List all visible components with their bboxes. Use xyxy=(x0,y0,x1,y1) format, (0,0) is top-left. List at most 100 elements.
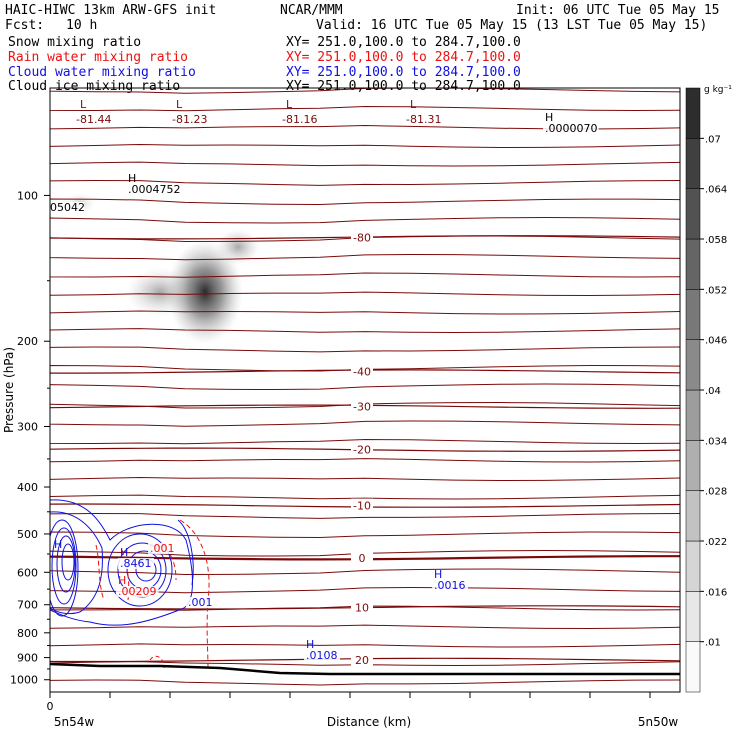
max-letter: H xyxy=(434,568,442,581)
colorbar-segment xyxy=(685,440,701,491)
max-value-bg xyxy=(116,586,159,597)
isotherm-line xyxy=(50,679,680,686)
colorbar-segment xyxy=(685,339,701,391)
max-letter: H xyxy=(306,638,314,651)
colorbar: .01 .016 .022 .028 .034 .04 .046 .052 .058 .064 .0… xyxy=(685,85,732,693)
isotherm-line xyxy=(50,143,680,149)
isotherm-line xyxy=(50,383,680,391)
max-value: .001 xyxy=(150,542,175,555)
low-value-bg xyxy=(74,113,122,125)
y-tick-label: 200 xyxy=(17,335,38,348)
isotherm-line xyxy=(50,494,680,500)
isotherm-labeled xyxy=(50,447,680,452)
isotherm-label--40: -40 xyxy=(353,366,371,379)
y-tick-label: 900 xyxy=(17,652,38,665)
max-letter: H xyxy=(545,111,553,124)
isotherm-line xyxy=(50,624,680,630)
terrain-line xyxy=(50,662,680,676)
colorbar-segment xyxy=(685,138,701,189)
isotherm-line xyxy=(50,346,680,353)
max-value: .0108 xyxy=(306,649,338,662)
isotherm-labeled xyxy=(50,555,680,561)
isotherm-labeled xyxy=(50,657,680,663)
isotherm-line xyxy=(50,216,680,224)
header-center: NCAR/MMM xyxy=(280,3,343,18)
isotherm-line xyxy=(50,531,680,539)
max-value-bg xyxy=(126,184,182,195)
colorbar-unit: g kg⁻¹ xyxy=(704,85,732,95)
colorbar-tick-label: .022 xyxy=(705,537,727,548)
field-cloudice-xy: XY= 251.0,100.0 to 284.7,100.0 xyxy=(286,79,521,94)
y-tick-label: 600 xyxy=(17,566,38,579)
colorbar-segment xyxy=(685,188,701,240)
isotherm-label-10: 10 xyxy=(355,601,369,614)
field-rain-xy: XY= 251.0,100.0 to 284.7,100.0 xyxy=(286,50,521,65)
cloud-water-contour xyxy=(51,527,77,605)
cloud-water-contour xyxy=(61,543,75,581)
isotherm-line xyxy=(50,458,680,463)
colorbar-tick-label: .034 xyxy=(705,436,727,447)
isotherm-line xyxy=(50,253,680,261)
x-start-label: 0 xyxy=(47,700,54,713)
rain-contour xyxy=(95,544,105,601)
field-cloudwater-name: Cloud water mixing ratio xyxy=(8,65,196,80)
isotherm-line xyxy=(50,310,680,315)
isotherm-line xyxy=(50,272,680,278)
max-value-bg xyxy=(186,597,216,608)
low-value: -81.31 xyxy=(406,113,441,126)
cloud-water-contour xyxy=(50,499,193,626)
low-value: -81.44 xyxy=(76,113,111,126)
colorbar-tick-label: .046 xyxy=(705,336,727,347)
isotherm-line xyxy=(50,88,680,94)
isotherm-line xyxy=(50,291,680,297)
isotherm-label--10: -10 xyxy=(353,500,371,513)
isotherm-label--30: -30 xyxy=(353,401,371,414)
y-tick-label: 500 xyxy=(17,528,38,541)
max-value-bg xyxy=(50,202,84,213)
field-cloudwater-xy: XY= 251.0,100.0 to 284.7,100.0 xyxy=(286,65,521,80)
max-value-bg xyxy=(118,558,154,569)
max-value: .0000070 xyxy=(545,122,598,135)
y-tick-label: 800 xyxy=(17,627,38,640)
field-cloudice-name: Cloud ice mixing ratio xyxy=(8,79,181,94)
colorbar-tick-label: .04 xyxy=(705,386,721,397)
low-value-bg xyxy=(404,113,452,125)
isotherm-label-bg xyxy=(351,399,373,413)
y-tick-label: 300 xyxy=(17,421,38,434)
x-axis-label: Distance (km) xyxy=(327,715,411,729)
snow-shading xyxy=(167,240,243,344)
isotherm-label-bg xyxy=(351,498,373,512)
colorbar-tick-label: .01 xyxy=(705,638,721,649)
isotherm-line xyxy=(50,512,680,519)
low-value: -81.23 xyxy=(172,113,207,126)
max-letter: H xyxy=(118,574,126,587)
y-axis-label: Pressure (hPa) xyxy=(2,347,16,433)
colorbar-segment xyxy=(685,238,701,290)
colorbar-segment xyxy=(685,540,701,592)
colorbar-tick-label: .058 xyxy=(705,235,727,246)
isotherm-labeled xyxy=(50,235,680,240)
header-title: HAIC-HIWC 13km ARW-GFS init xyxy=(5,3,217,18)
isotherm-label-bg xyxy=(351,550,373,564)
max-value: .0016 xyxy=(434,579,466,592)
header-valid: Valid: 16 UTC Tue 05 May 15 (13 LST Tue … xyxy=(316,18,708,33)
isotherm-labeled xyxy=(50,605,680,610)
rain-contour xyxy=(149,655,165,669)
plot-frame xyxy=(49,87,681,693)
isotherm-line xyxy=(50,568,680,576)
isotherm-line xyxy=(50,179,680,186)
max-value: .0004752 xyxy=(128,183,181,196)
colorbar-segment xyxy=(685,490,701,542)
field-snow-xy: XY= 251.0,100.0 to 284.7,100.0 xyxy=(286,35,521,50)
isotherm-label--80: -80 xyxy=(353,231,371,244)
colorbar-tick-label: .028 xyxy=(705,487,727,498)
low-letter: L xyxy=(80,98,87,111)
isotherm-line xyxy=(50,420,680,427)
isotherm-line xyxy=(50,476,680,482)
colorbar-segment xyxy=(685,289,701,340)
low-value: -81.16 xyxy=(282,113,317,126)
cloud-water-contour xyxy=(107,533,173,607)
colorbar-tick-label: .07 xyxy=(705,134,721,145)
header-init: Init: 06 UTC Tue 05 May 15 xyxy=(516,3,720,18)
